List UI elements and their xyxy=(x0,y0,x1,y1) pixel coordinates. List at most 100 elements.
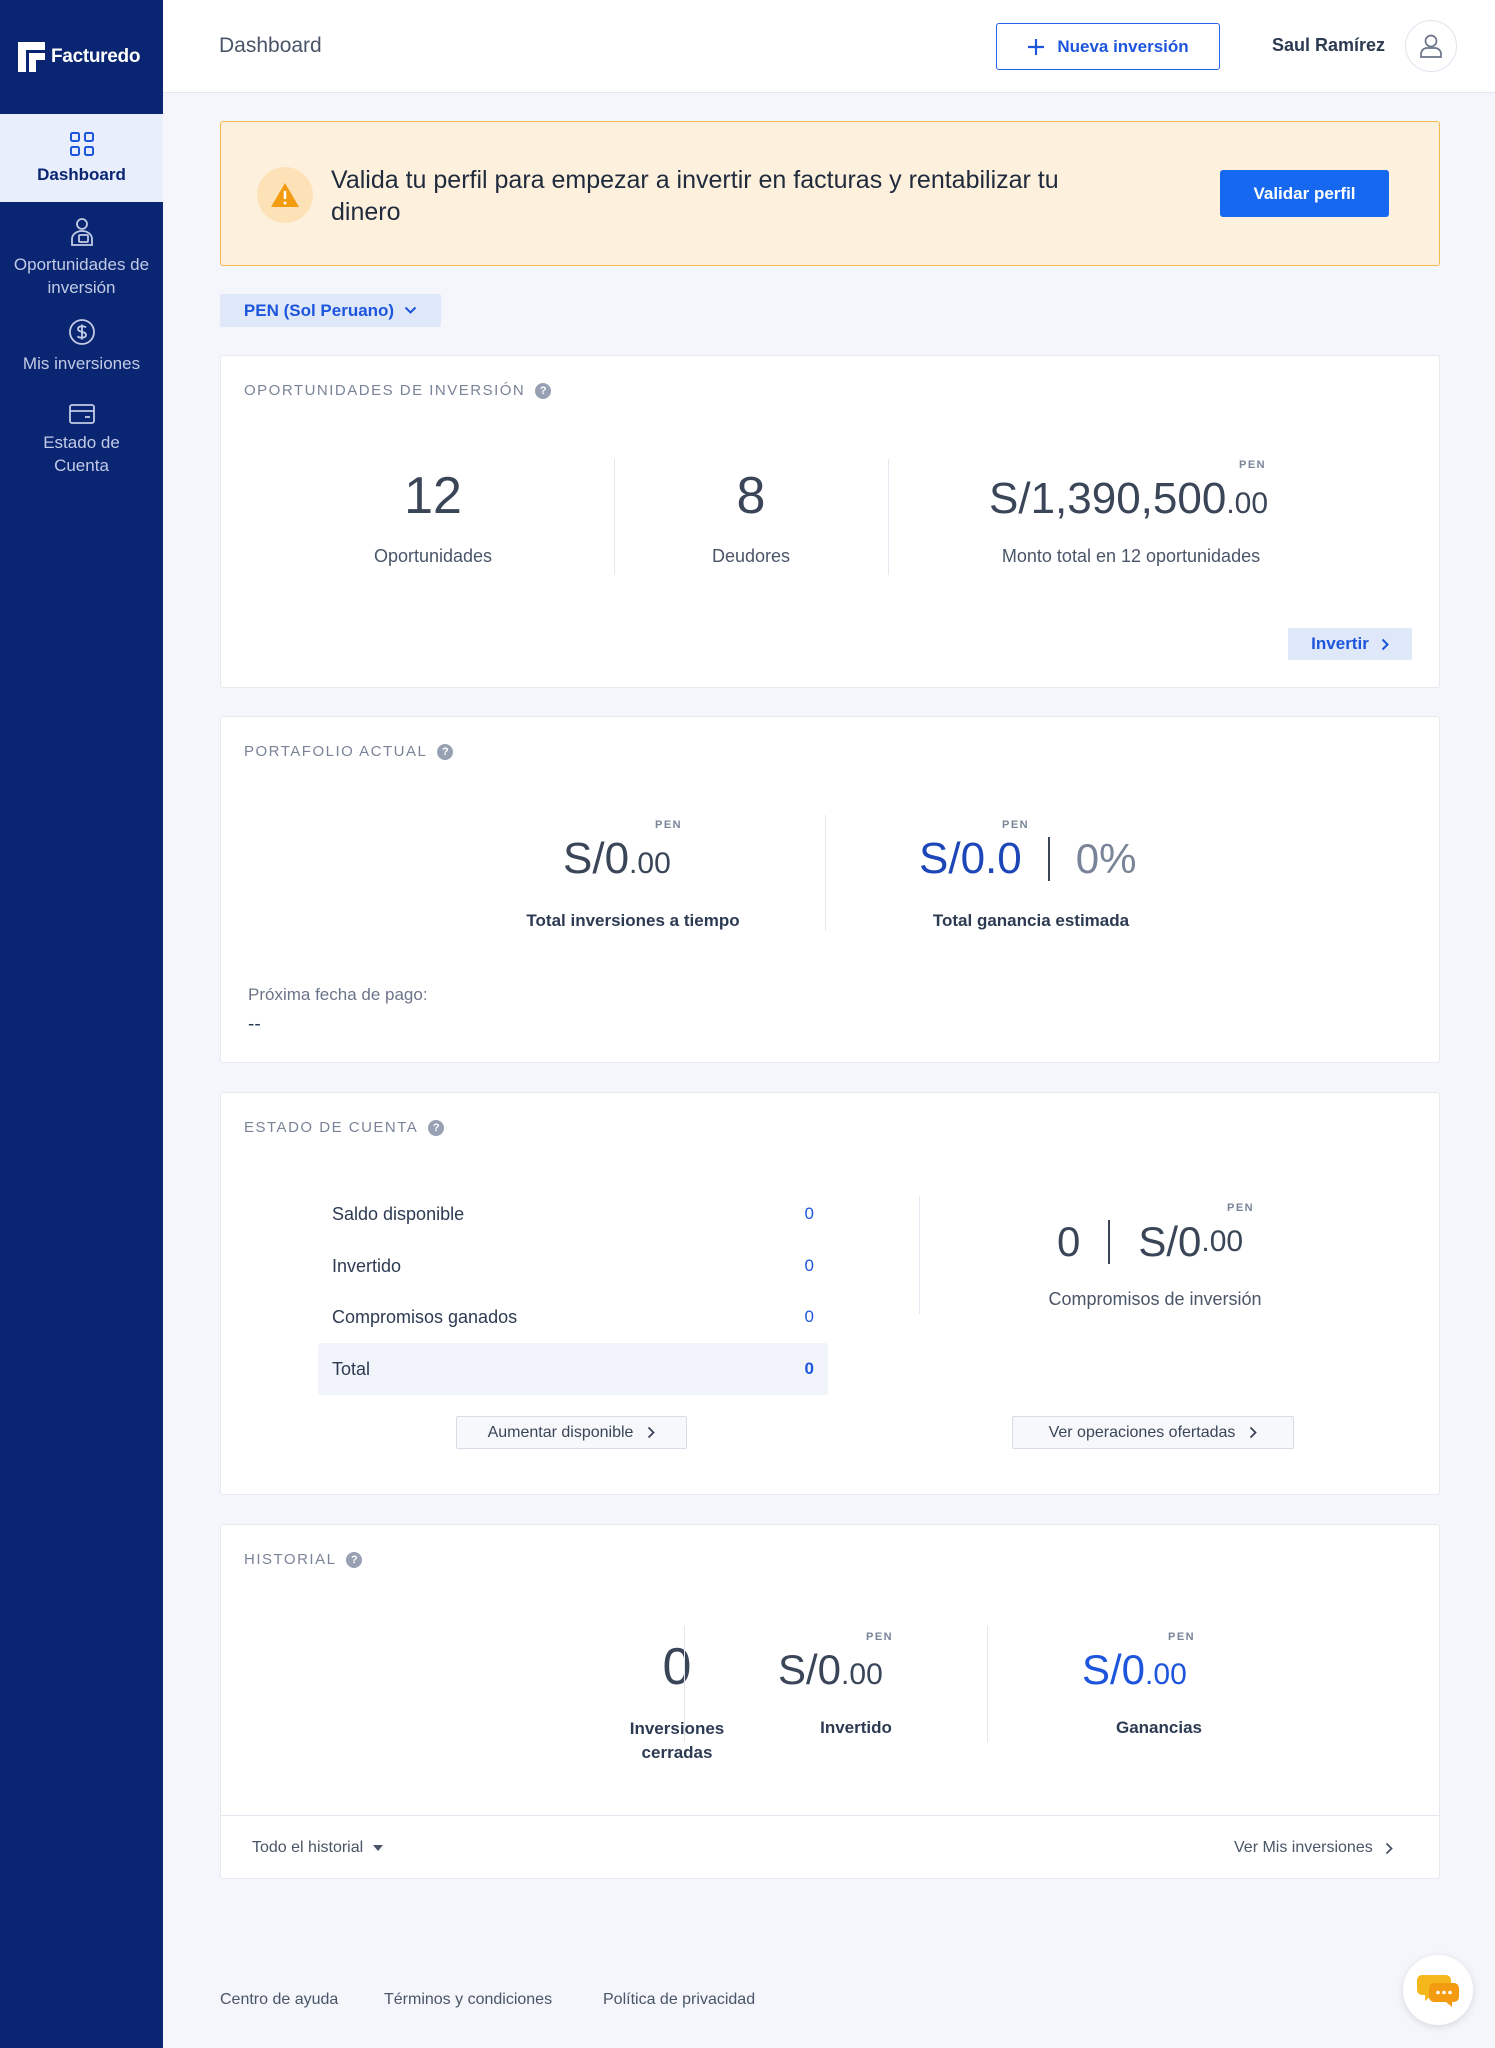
total-amount-label: Monto total en 12 oportunidades xyxy=(1001,546,1261,566)
history-filter-select[interactable]: Todo el historial xyxy=(252,1839,384,1857)
chevron-down-icon xyxy=(404,306,417,314)
balance-row: Saldo disponible 0 xyxy=(318,1188,828,1240)
help-icon[interactable]: ? xyxy=(428,1119,445,1136)
closed-investments-label: Inversiones cerradas xyxy=(577,1717,777,1765)
history-invested-value: S/0 xyxy=(778,1646,842,1693)
chevron-right-icon xyxy=(1250,1426,1258,1439)
currency-tag: PEN xyxy=(1239,459,1267,471)
chat-widget-button[interactable] xyxy=(1403,1955,1473,2025)
footer-terms-link[interactable]: Términos y condiciones xyxy=(384,1991,553,2008)
closed-investments-label-line1: Inversiones xyxy=(629,1719,725,1738)
divider xyxy=(888,459,889,575)
closed-investments-count: 0 xyxy=(662,1638,692,1696)
increase-balance-label: Aumentar disponible xyxy=(487,1423,634,1441)
chevron-right-icon xyxy=(1385,1842,1393,1854)
history-gains-label: Ganancias xyxy=(1116,1718,1202,1737)
plus-icon xyxy=(1028,38,1045,55)
new-investment-button[interactable]: Nueva inversión xyxy=(996,23,1220,70)
total-amount: S/1,390,500.00 xyxy=(989,474,1329,529)
opportunities-count-label: Oportunidades xyxy=(373,546,493,566)
divider xyxy=(825,815,826,931)
debtors-count: 8 xyxy=(736,467,766,525)
commitments-count: 0 xyxy=(1057,1218,1081,1265)
footer-privacy-link[interactable]: Política de privacidad xyxy=(603,1991,756,2008)
dollar-circle-icon xyxy=(68,318,95,345)
sidebar-item-label: Mis inversiones xyxy=(22,353,141,373)
account-statement-card: ESTADO DE CUENTA ? Saldo disponible 0 In… xyxy=(220,1092,1440,1495)
card-title: ESTADO DE CUENTA ? xyxy=(244,1119,445,1136)
sidebar-item-oportunidades[interactable]: Oportunidades de inversión xyxy=(0,202,163,306)
card-title: OPORTUNIDADES DE INVERSIÓN ? xyxy=(244,382,552,399)
currency-select[interactable]: PEN (Sol Peruano) xyxy=(220,294,441,327)
chevron-right-icon xyxy=(648,1426,656,1439)
closed-investments-label-line2: cerradas xyxy=(641,1743,713,1762)
grid-icon xyxy=(69,131,94,156)
view-offered-operations-label: Ver operaciones ofertadas xyxy=(1048,1423,1236,1441)
brand-name: Facturedo xyxy=(51,46,141,67)
commitments-amount: S/0 xyxy=(1138,1218,1202,1265)
total-amount-cents: .00 xyxy=(1226,487,1269,520)
history-invested-label: Invertido xyxy=(820,1718,892,1737)
opportunities-count: 12 xyxy=(404,467,462,525)
sidebar-item-dashboard[interactable]: Dashboard xyxy=(0,114,163,202)
validate-profile-button[interactable]: Validar perfil xyxy=(1220,170,1389,217)
invested-value: 0 xyxy=(804,1256,814,1275)
sidebar-item-estado-cuenta[interactable]: Estado de Cuenta xyxy=(0,386,163,494)
help-icon[interactable]: ? xyxy=(535,382,552,399)
commitments-won-label: Compromisos ganados xyxy=(332,1306,518,1327)
sidebar-item-label: Estado de Cuenta xyxy=(43,433,120,475)
user-name[interactable]: Saul Ramírez xyxy=(1272,35,1386,55)
top-bar: Dashboard Nueva inversión Saul Ramírez xyxy=(163,0,1495,93)
next-payment-value: -- xyxy=(248,1014,261,1035)
card-title: HISTORIAL ? xyxy=(244,1551,363,1568)
estimated-gain-value: S/0.0 xyxy=(919,834,1022,883)
user-icon xyxy=(1420,34,1442,58)
estimated-gain: S/0.0 0% xyxy=(919,833,1179,885)
currency-tag: PEN xyxy=(655,819,683,831)
invested-label: Invertido xyxy=(332,1255,402,1276)
balance-label: Saldo disponible xyxy=(332,1203,465,1224)
page-title: Dashboard xyxy=(219,34,322,57)
sidebar-item-mis-inversiones[interactable]: Mis inversiones xyxy=(0,306,163,386)
divider xyxy=(614,459,615,575)
separator-bar xyxy=(1108,1220,1111,1264)
help-icon[interactable]: ? xyxy=(346,1551,363,1568)
sidebar: Facturedo Dashboard Oportunidades de inv… xyxy=(0,0,163,2048)
divider xyxy=(919,1196,920,1314)
currency-tag: PEN xyxy=(1227,1202,1255,1214)
view-offered-operations-button[interactable]: Ver operaciones ofertadas xyxy=(1012,1416,1294,1449)
currency-tag: PEN xyxy=(1002,819,1030,831)
account-statement-title: ESTADO DE CUENTA xyxy=(244,1119,419,1136)
invest-button[interactable]: Invertir xyxy=(1288,628,1412,660)
caret-down-icon xyxy=(373,1845,384,1851)
investment-commitments: 0 S/0.00 xyxy=(1057,1217,1317,1267)
history-gains-value: S/0 xyxy=(1082,1646,1146,1693)
new-investment-label: Nueva inversión xyxy=(1057,36,1189,56)
sidebar-item-label: Dashboard xyxy=(37,164,126,184)
chat-bubble-icon xyxy=(1417,1975,1459,2007)
balance-value: 0 xyxy=(804,1204,814,1223)
opportunities-title: OPORTUNIDADES DE INVERSIÓN xyxy=(244,382,526,399)
total-label: Total xyxy=(332,1358,371,1379)
help-icon[interactable]: ? xyxy=(437,743,454,760)
commitments-label: Compromisos de inversión xyxy=(1048,1289,1262,1309)
wallet-icon xyxy=(68,404,95,424)
total-on-time-amount: S/0.00 xyxy=(563,833,713,890)
total-amount-value: S/1,390,500 xyxy=(989,474,1227,523)
total-row: Total 0 xyxy=(318,1343,828,1395)
sidebar-item-label: Oportunidades de inversión xyxy=(13,255,150,297)
divider xyxy=(221,1815,1439,1816)
chevron-right-icon xyxy=(1381,638,1389,650)
footer-help-link[interactable]: Centro de ayuda xyxy=(220,1991,339,2008)
avatar[interactable] xyxy=(1405,20,1457,72)
view-my-investments-link[interactable]: Ver Mis inversiones xyxy=(1234,1839,1393,1857)
estimated-gain-label: Total ganancia estimada xyxy=(932,911,1130,930)
total-value: 0 xyxy=(804,1359,814,1378)
brand-logo[interactable]: Facturedo xyxy=(0,0,163,114)
alert-message: Valida tu perfil para empezar a invertir… xyxy=(331,166,1059,226)
total-on-time-cents: .00 xyxy=(629,847,671,880)
commitments-won-value: 0 xyxy=(804,1307,814,1326)
invested-row: Invertido 0 xyxy=(318,1240,828,1292)
increase-balance-button[interactable]: Aumentar disponible xyxy=(456,1416,687,1449)
warning-icon xyxy=(257,167,313,223)
